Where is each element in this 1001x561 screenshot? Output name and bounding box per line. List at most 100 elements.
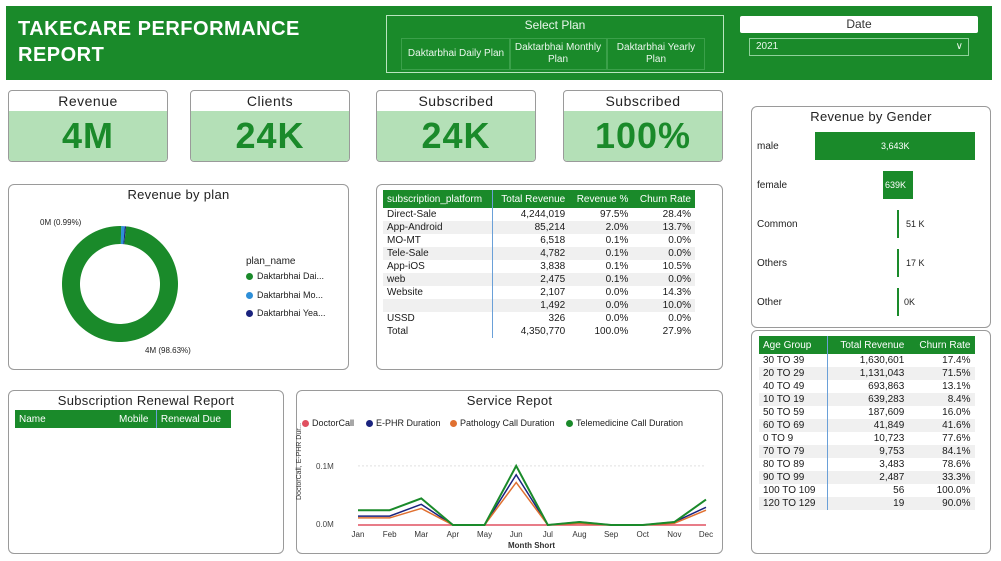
table-cell: App-iOS	[383, 260, 494, 273]
table-row[interactable]: 20 TO 29 1,131,043 71.5%	[759, 367, 975, 380]
gender-value: 17 K	[906, 258, 925, 268]
service-legend-ephr[interactable]: E-PHR Duration	[366, 418, 441, 428]
table-cell: 97.5%	[600, 209, 629, 220]
table-cell: 50 TO 59	[759, 406, 828, 419]
table-row[interactable]: 1,492 0.0% 10.0%	[383, 299, 695, 312]
column-header[interactable]: Mobile	[115, 410, 157, 428]
table-row[interactable]: 30 TO 39 1,630,601 17.4%	[759, 354, 975, 367]
table-row[interactable]: 70 TO 79 9,753 84.1%	[759, 445, 975, 458]
gender-bar[interactable]	[897, 288, 899, 316]
table-cell: 85,214	[492, 221, 570, 234]
table-row[interactable]: App-Android 85,214 2.0% 13.7%	[383, 221, 695, 234]
plan-option-yearly[interactable]: Daktarbhai Yearly Plan	[607, 38, 705, 70]
table-cell: 8.4%	[908, 393, 975, 406]
service-legend-pathology[interactable]: Pathology Call Duration	[450, 418, 555, 428]
table-row[interactable]: MO-MT 6,518 0.1% 0.0%	[383, 234, 695, 247]
series-line-e-phr-duration[interactable]	[358, 473, 707, 526]
table-cell: web	[383, 273, 494, 286]
table-row[interactable]: Website 2,107 0.0% 14.3%	[383, 286, 695, 299]
legend-item-monthly[interactable]: Daktarbhai Mo...	[246, 290, 323, 300]
column-header[interactable]: Age Group	[759, 336, 828, 354]
legend-label: Daktarbhai Yea...	[257, 308, 326, 318]
table-cell: 90 TO 99	[759, 471, 828, 484]
table-row[interactable]: 120 TO 129 19 90.0%	[759, 497, 975, 510]
column-header[interactable]: subscription_platform	[383, 190, 494, 208]
revenue-by-plan-title: Revenue by plan	[127, 187, 230, 202]
table-row[interactable]: Tele-Sale 4,782 0.1% 0.0%	[383, 247, 695, 260]
plan-option-monthly[interactable]: Daktarbhai Monthly Plan	[509, 38, 607, 70]
gender-label: male	[757, 141, 779, 152]
legend-item-daily[interactable]: Daktarbhai Dai...	[246, 271, 324, 281]
legend-label: Daktarbhai Mo...	[257, 290, 324, 300]
series-line-telemedicine-call-duration[interactable]	[358, 463, 707, 527]
gender-bar[interactable]	[897, 249, 899, 277]
gender-bar[interactable]	[815, 132, 975, 160]
column-header[interactable]: Churn Rate	[908, 336, 975, 354]
table-row[interactable]: 0 TO 9 10,723 77.6%	[759, 432, 975, 445]
gender-label: Common	[757, 219, 798, 230]
chevron-down-icon: ∨	[955, 41, 963, 52]
table-row[interactable]: App-iOS 3,838 0.1% 10.5%	[383, 260, 695, 273]
table-row[interactable]: web 2,475 0.1% 0.0%	[383, 273, 695, 286]
table-cell: 28.4%	[662, 209, 691, 220]
donut-slice[interactable]	[61, 226, 178, 342]
table-cell: 80 TO 89	[759, 458, 828, 471]
table-cell: 0.1%	[569, 273, 633, 286]
xtick-label: Oct	[637, 530, 650, 539]
platform-table: subscription_platform Total Revenue Reve…	[383, 190, 695, 338]
xtick-label: May	[477, 530, 492, 539]
table-cell: App-Android	[383, 221, 494, 234]
gender-bar[interactable]	[897, 210, 900, 238]
table-row[interactable]: Direct-Sale 4,244,019 97.5% 28.4%	[383, 208, 695, 221]
column-header[interactable]: Total Revenue	[492, 190, 570, 208]
table-row[interactable]: 10 TO 19 639,283 8.4%	[759, 393, 975, 406]
table-row[interactable]: 100 TO 109 56 100.0%	[759, 484, 975, 497]
table-header-row: subscription_platform Total Revenue Reve…	[383, 190, 695, 208]
kpi-value: 24K	[377, 111, 535, 161]
service-legend-doctorcall[interactable]: DoctorCall	[302, 418, 354, 428]
service-legend-telemedicine[interactable]: Telemedicine Call Duration	[566, 418, 683, 428]
table-cell: 2.0%	[569, 221, 633, 234]
column-header[interactable]: Churn Rate	[632, 190, 695, 208]
table-row[interactable]: 90 TO 99 2,487 33.3%	[759, 471, 975, 484]
table-cell: 0.1%	[605, 235, 629, 246]
legend-item-yearly[interactable]: Daktarbhai Yea...	[246, 308, 326, 318]
total-cell: Total	[383, 325, 494, 338]
table-row[interactable]: 40 TO 49 693,863 13.1%	[759, 380, 975, 393]
xtick-label: Sep	[604, 530, 619, 539]
table-row[interactable]: 60 TO 69 41,849 41.6%	[759, 419, 975, 432]
table-cell	[383, 299, 494, 312]
table-row[interactable]: 50 TO 59 187,609 16.0%	[759, 406, 975, 419]
column-header[interactable]: Renewal Due	[156, 410, 231, 428]
series-line-pathology-call-duration[interactable]	[358, 481, 707, 526]
table-cell: 6,518	[540, 235, 566, 246]
table-cell: 0.0%	[668, 313, 691, 324]
table-cell: 56	[893, 485, 905, 496]
legend-label: Daktarbhai Dai...	[257, 271, 325, 281]
legend-dot-icon	[366, 419, 373, 427]
total-cell: 4,350,770	[520, 326, 566, 337]
table-cell: Tele-Sale	[383, 247, 494, 260]
table-cell: USSD	[383, 312, 494, 325]
legend-label: DoctorCall	[312, 418, 355, 428]
column-header[interactable]: Total Revenue	[827, 336, 909, 354]
table-cell: 120 TO 129	[759, 497, 828, 510]
table-row[interactable]: USSD 326 0.0% 0.0%	[383, 312, 695, 325]
table-cell: 2,107	[540, 287, 566, 298]
plan-option-daily[interactable]: Daktarbhai Daily Plan	[401, 38, 511, 70]
xtick-label: Jul	[543, 530, 553, 539]
table-cell: 10 TO 19	[759, 393, 828, 406]
kpi-revenue: Revenue 4M	[8, 90, 168, 162]
table-cell: 0.0%	[569, 299, 633, 312]
gender-label: female	[757, 180, 788, 191]
table-row[interactable]: 80 TO 89 3,483 78.6%	[759, 458, 975, 471]
column-header[interactable]: Name	[15, 410, 115, 428]
table-cell: 17.4%	[942, 355, 971, 366]
column-header[interactable]: Revenue %	[569, 190, 633, 208]
gender-bar[interactable]	[883, 171, 913, 199]
donut-slice[interactable]	[123, 226, 127, 245]
date-dropdown[interactable]: 2021 ∨	[749, 38, 969, 56]
donut-slice[interactable]	[120, 226, 125, 245]
table-cell: 1,131,043	[827, 367, 909, 380]
table-cell: 0.0%	[632, 247, 695, 260]
